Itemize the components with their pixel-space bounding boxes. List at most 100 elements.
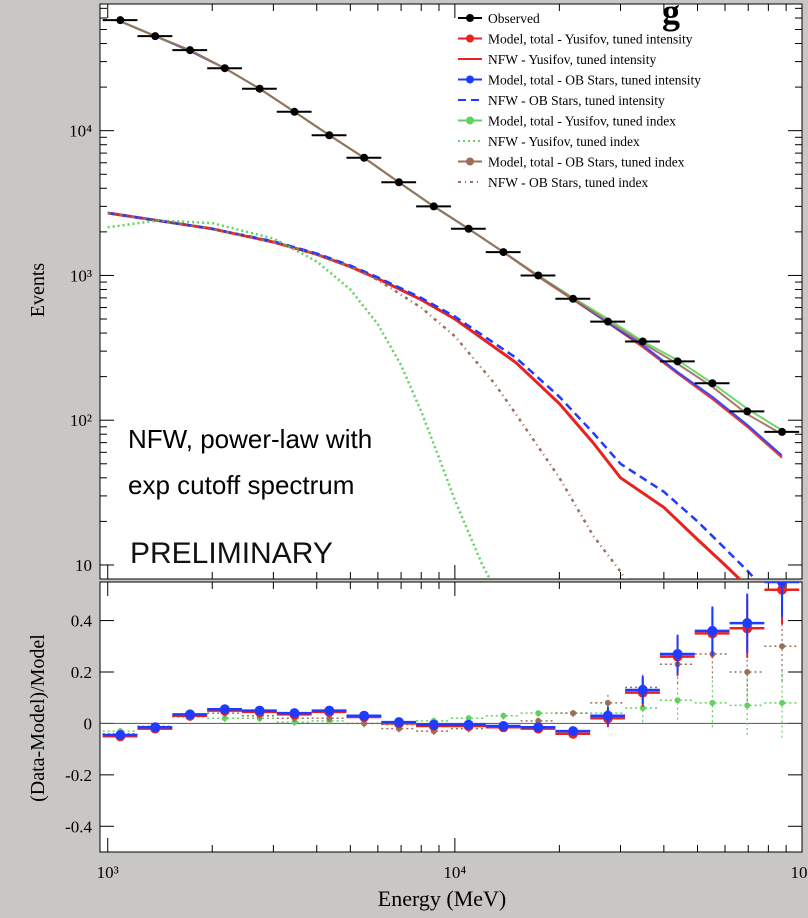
observed-point — [673, 357, 682, 366]
observed-point — [151, 32, 160, 41]
residual-point-ob-stars-tuned-index — [779, 643, 786, 650]
residual-point-ob-stars-tuned-intensity — [289, 708, 300, 719]
observed-point — [325, 131, 334, 140]
preliminary-watermark: PRELIMINARY — [130, 537, 333, 570]
annotation-line-1: NFW, power-law with — [128, 424, 372, 454]
observed-point — [638, 337, 647, 346]
observed-point — [394, 178, 403, 187]
residual-point-yusifov-tuned-index — [709, 699, 716, 706]
legend-marker-model-total-ob-stars-tuned-intensity — [466, 75, 474, 84]
legend-label: Observed — [488, 11, 540, 26]
residual-y-tick-label: 0.4 — [71, 612, 93, 631]
y-tick-label: 10⁴ — [69, 122, 92, 141]
main-plot-frame — [99, 3, 803, 580]
residual-point-yusifov-tuned-index — [535, 710, 542, 717]
residual-point-ob-stars-tuned-intensity — [742, 618, 753, 629]
legend-label: Model, total - OB Stars, tuned index — [488, 155, 685, 170]
header-fragment: g — [662, 0, 680, 32]
main-plot-layer — [100, 4, 802, 579]
observed-point — [499, 248, 508, 257]
residual-point-ob-stars-tuned-index — [570, 710, 577, 717]
residual-point-ob-stars-tuned-intensity — [533, 722, 544, 733]
observed-point — [778, 427, 787, 436]
observed-point — [116, 16, 125, 25]
legend-marker-model-total-yusifov-tuned-index — [466, 116, 474, 125]
x-tick-label: 10⁵ — [791, 863, 808, 882]
residual-point-ob-stars-tuned-intensity — [185, 709, 196, 720]
legend-label: Model, total - OB Stars, tuned intensity — [488, 73, 701, 88]
x-tick-label: 10³ — [97, 863, 119, 882]
residual-point-ob-stars-tuned-intensity — [568, 726, 579, 737]
observed-point — [464, 224, 473, 233]
residual-point-yusifov-tuned-index — [639, 705, 646, 711]
residual-y-axis-label: (Data-Model)/Model — [27, 634, 49, 802]
legend-label: Model, total - Yusifov, tuned intensity — [488, 32, 693, 47]
residual-point-ob-stars-tuned-intensity — [393, 717, 404, 728]
residual-y-tick-label: 0.2 — [71, 663, 92, 682]
residual-point-ob-stars-tuned-intensity — [428, 719, 439, 730]
observed-point — [708, 379, 717, 388]
residual-point-yusifov-tuned-index — [674, 697, 681, 704]
residual-point-yusifov-tuned-index — [779, 699, 786, 706]
residual-point-ob-stars-tuned-index — [361, 720, 368, 727]
observed-point — [360, 153, 369, 162]
residual-point-ob-stars-tuned-intensity — [359, 710, 370, 721]
residual-plot-frame — [99, 581, 803, 853]
observed-point — [569, 294, 578, 303]
main-y-axis-label: Events — [27, 263, 49, 318]
legend-marker-model-total-ob-stars-tuned-index — [466, 157, 474, 166]
residual-point-ob-stars-tuned-intensity — [463, 719, 474, 730]
legend-marker-observed — [466, 14, 474, 22]
residual-point-yusifov-tuned-index — [221, 715, 228, 722]
residual-point-ob-stars-tuned-intensity — [777, 582, 788, 587]
residual-point-ob-stars-tuned-intensity — [324, 705, 335, 716]
residual-y-tick-label: -0.2 — [65, 766, 92, 785]
y-tick-label: 10² — [70, 411, 92, 430]
legend-label: Model, total - Yusifov, tuned index — [488, 114, 676, 129]
annotation-line-2: exp cutoff spectrum — [128, 470, 354, 500]
residual-point-yusifov-tuned-index — [500, 712, 507, 719]
y-tick-label: 10 — [75, 556, 92, 575]
x-tick-label: 10⁴ — [443, 863, 466, 882]
residual-point-ob-stars-tuned-intensity — [672, 649, 683, 659]
residual-y-tick-label: -0.4 — [65, 817, 92, 836]
series-nfw-ob-stars-tuned-intensity — [107, 211, 757, 579]
observed-point — [743, 407, 752, 416]
observed-point — [429, 202, 438, 211]
residual-point-yusifov-tuned-index — [744, 702, 751, 709]
residual-y-tick-label: 0 — [84, 714, 93, 733]
residual-point-ob-stars-tuned-intensity — [498, 721, 509, 731]
residual-point-ob-stars-tuned-intensity — [637, 685, 648, 695]
observed-point — [220, 64, 229, 73]
observed-point — [290, 107, 299, 116]
observed-point — [603, 317, 612, 326]
residual-plot-layer — [100, 582, 802, 852]
series-nfw-yusifov-tuned-intensity — [107, 211, 742, 579]
observed-point — [255, 84, 264, 93]
legend-label: NFW - OB Stars, tuned index — [488, 175, 648, 190]
x-axis-label: Energy (MeV) — [378, 886, 507, 911]
residual-point-yusifov-tuned-index — [465, 715, 472, 722]
series-nfw-yusifov-tuned-index — [107, 219, 492, 579]
residual-point-ob-stars-tuned-intensity — [150, 722, 161, 733]
residual-point-ob-stars-tuned-intensity — [115, 730, 126, 740]
residual-point-ob-stars-tuned-intensity — [219, 704, 230, 715]
legend-label: NFW - Yusifov, tuned index — [488, 134, 640, 149]
residual-point-ob-stars-tuned-index — [326, 715, 333, 722]
residual-point-ob-stars-tuned-intensity — [602, 710, 613, 721]
legend-marker-model-total-yusifov-tuned-intensity — [466, 34, 474, 43]
observed-point — [534, 271, 543, 280]
legend-label: NFW - Yusifov, tuned intensity — [488, 52, 656, 67]
residual-point-ob-stars-tuned-intensity — [254, 705, 265, 716]
residual-point-ob-stars-tuned-index — [604, 699, 611, 706]
residual-point-ob-stars-tuned-index — [744, 669, 751, 675]
y-tick-label: 10³ — [70, 266, 92, 285]
legend: Observed Model, total - Yusifov, tuned in… — [458, 11, 701, 190]
observed-point — [186, 46, 195, 55]
series-nfw-ob-stars-tuned-index — [107, 211, 627, 579]
residual-point-ob-stars-tuned-intensity — [707, 625, 718, 636]
residual-point-ob-stars-tuned-index — [535, 717, 542, 724]
legend-label: NFW - OB Stars, tuned intensity — [488, 93, 665, 108]
